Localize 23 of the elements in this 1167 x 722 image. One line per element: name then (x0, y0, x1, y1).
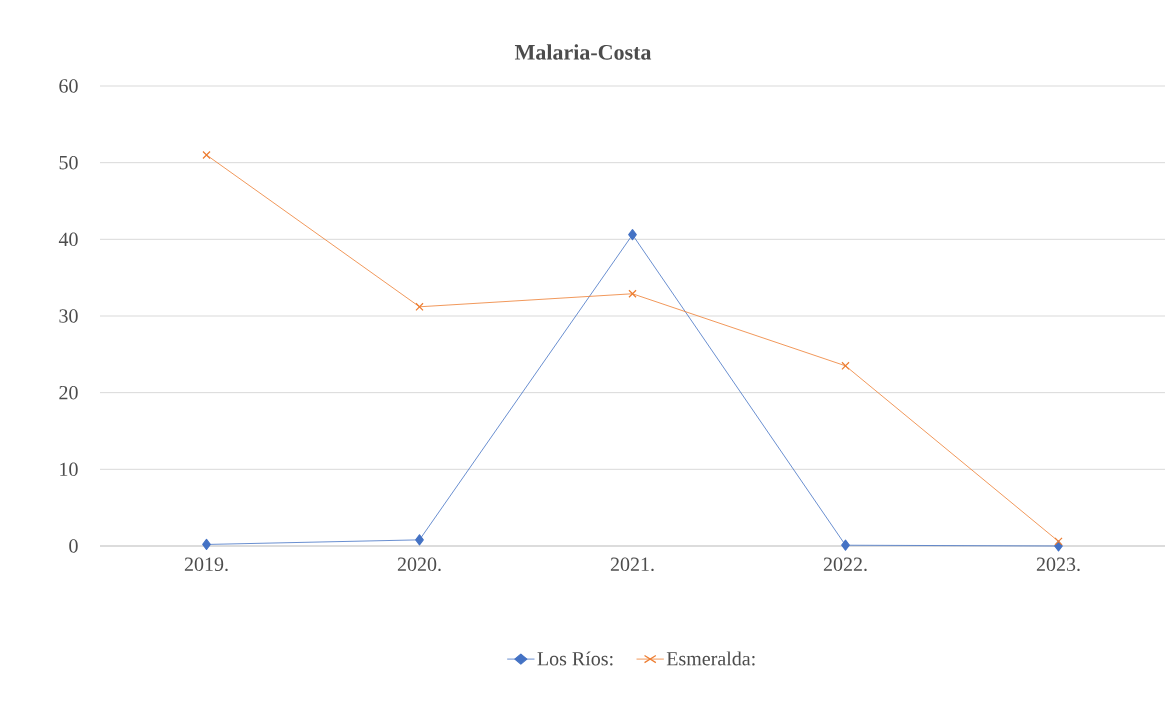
point (415, 534, 424, 546)
point (202, 150, 211, 160)
y-tick-label: 40 (58, 232, 78, 247)
x-tick-label: 2023. (1036, 557, 1080, 572)
y-tick-label: 60 (59, 79, 78, 93)
point (1054, 537, 1063, 546)
y-tick-label: 30 (59, 309, 78, 323)
y-tick-label: 0 (69, 539, 78, 553)
y-tick-label: 20 (59, 385, 78, 400)
x-tick-label: 2021. (610, 557, 654, 572)
x-tick-label: 2019. (184, 557, 228, 572)
x-tick-label: 2020. (397, 557, 441, 572)
y-tick-label: 10 (60, 462, 78, 477)
point (841, 539, 850, 551)
point (628, 289, 637, 298)
y-tick-label: 50 (59, 155, 78, 170)
x-tick-label: 2022. (823, 557, 867, 572)
chart-title: Malaria-Costa (514, 44, 652, 60)
point (415, 302, 424, 311)
point (628, 229, 637, 241)
legend-label: Los Ríos: (537, 651, 613, 666)
legend-label: Esmeralda: (666, 651, 755, 666)
point (841, 361, 850, 370)
